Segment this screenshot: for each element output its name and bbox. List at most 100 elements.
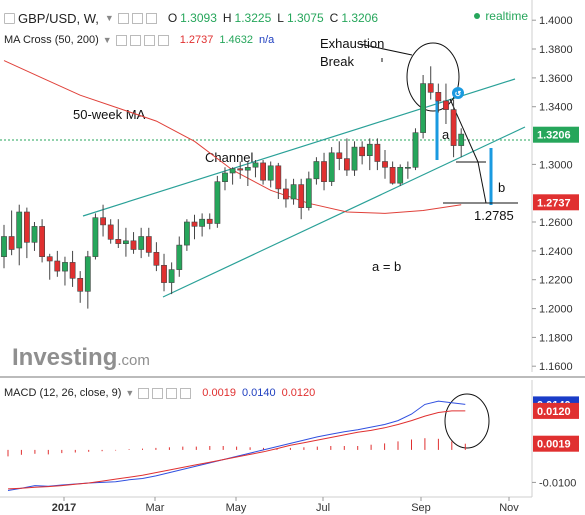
candle-body [54, 260, 61, 272]
candle-body [412, 132, 419, 168]
settings-icon[interactable] [152, 387, 164, 399]
low-label: L [277, 11, 284, 25]
break-marker-icon [452, 87, 464, 99]
candle-body [267, 165, 274, 181]
close-icon[interactable] [166, 387, 178, 399]
candle-body [244, 167, 251, 171]
time-tick-label: May [226, 502, 247, 514]
close-value: 1.3206 [341, 11, 379, 25]
candle-body [107, 224, 114, 240]
candle-body [343, 158, 350, 171]
chevron-down-icon[interactable]: ▼ [125, 388, 135, 398]
candles [1, 66, 465, 309]
eye-icon[interactable] [117, 12, 129, 24]
macd-series [7, 400, 466, 491]
ma-indicator-name[interactable]: MA Cross (50, 200) [4, 34, 99, 46]
candle-body [176, 244, 183, 270]
candle-body [397, 167, 404, 184]
price-tick-label: 1.2200 [539, 275, 573, 287]
candle-body [168, 269, 175, 283]
macd-tick-label: -0.0100 [539, 477, 576, 489]
candle-body [184, 221, 190, 246]
candle-body [351, 146, 358, 171]
realtime-label: realtime [485, 9, 528, 23]
macd-line [7, 400, 466, 491]
candle-body [374, 143, 381, 162]
candle-body [138, 236, 145, 250]
candle-body [62, 262, 68, 272]
price-axis[interactable]: 1.4000 1.3800 1.3600 1.3400 1.3206 1.3000 1.27… [532, 15, 579, 373]
low-value: 1.3075 [286, 11, 324, 25]
macd-value-badge [533, 435, 579, 452]
time-tick-label: Jul [316, 502, 330, 514]
price-tick-label: 1.3600 [539, 73, 573, 85]
ma-value-2: 1.4632 [219, 34, 253, 46]
macd-indicator-name[interactable]: MACD (12, 26, close, 9) [4, 387, 122, 399]
chevron-down-icon[interactable]: ▼ [102, 35, 112, 45]
macd-indicator-header: MACD (12, 26, close, 9) ▼ 0.0019 0.0140 … [4, 384, 315, 402]
candle-body [282, 188, 289, 200]
signal-line [7, 410, 466, 490]
more-icon[interactable] [157, 34, 169, 46]
symbol-label[interactable]: GBP/USD, W, [18, 10, 99, 26]
exhaustion-leader [359, 43, 413, 56]
candle-body [420, 83, 426, 133]
high-label: H [222, 11, 232, 25]
macd-value-badge [533, 402, 579, 419]
candle-body [199, 218, 205, 227]
candle-body [298, 184, 305, 209]
realtime-indicator: realtime [474, 9, 528, 23]
break-marker-glyph: ↺ [455, 90, 462, 99]
symbol-header: GBP/USD, W, ▼ O 1.3093 H 1.3225 L 1.3075… [4, 9, 378, 27]
candle-body [92, 217, 99, 257]
close-icon[interactable] [143, 34, 155, 46]
chevron-down-icon[interactable]: ▼ [104, 13, 114, 23]
collapse-icon[interactable] [4, 12, 15, 24]
macd-value-1: 0.0019 [202, 387, 236, 399]
macd-badge-label: 0.0120 [537, 406, 571, 418]
ma50-label: 50-week MA [73, 107, 146, 122]
candle-body [443, 100, 449, 110]
channel-label: Channel [205, 150, 254, 165]
ma-value-1: 1.2737 [179, 34, 214, 46]
candle-body [46, 256, 53, 262]
channel-lower-line [162, 126, 526, 298]
exhaustion-label: Exhaustion [320, 36, 384, 51]
candle-body [359, 146, 365, 157]
close-icon[interactable] [145, 12, 157, 24]
candle-body [23, 211, 30, 243]
price-tick-label: 1.2000 [539, 304, 573, 316]
price-tick-label: 1.3400 [539, 102, 573, 114]
candle-body [260, 162, 266, 181]
macd-badge-label: 0.0019 [537, 439, 571, 451]
a-label: a [442, 127, 450, 142]
eye-icon[interactable] [115, 34, 127, 46]
time-tick-label: Sep [411, 502, 431, 514]
more-icon[interactable] [180, 387, 192, 399]
open-value: 1.3093 [180, 11, 217, 25]
price-tick-label: 1.1800 [539, 332, 573, 344]
ma-value-3: n/a [259, 34, 275, 46]
settings-icon[interactable] [131, 12, 143, 24]
current-price-label: 1.3206 [537, 130, 571, 142]
ma-price-badge [533, 194, 579, 211]
target-path-2 [477, 161, 487, 204]
ma50-line [3, 60, 462, 214]
settings-icon[interactable] [129, 34, 141, 46]
time-tick-label: Nov [499, 502, 519, 514]
realtime-dot-icon [474, 13, 481, 19]
drawing-layer: ↺ [0, 42, 532, 449]
price-tick-label: 1.3000 [539, 159, 573, 171]
eye-icon[interactable] [138, 387, 150, 399]
break-label: Break [320, 54, 354, 69]
time-axis[interactable]: 2017 Mar May Jul Sep Nov [52, 497, 520, 514]
candle-body [229, 168, 236, 174]
channel-upper-line [82, 78, 516, 217]
candle-body [427, 83, 434, 93]
candle-body [84, 256, 91, 292]
candle-body [458, 133, 465, 146]
candle-body [69, 262, 76, 279]
